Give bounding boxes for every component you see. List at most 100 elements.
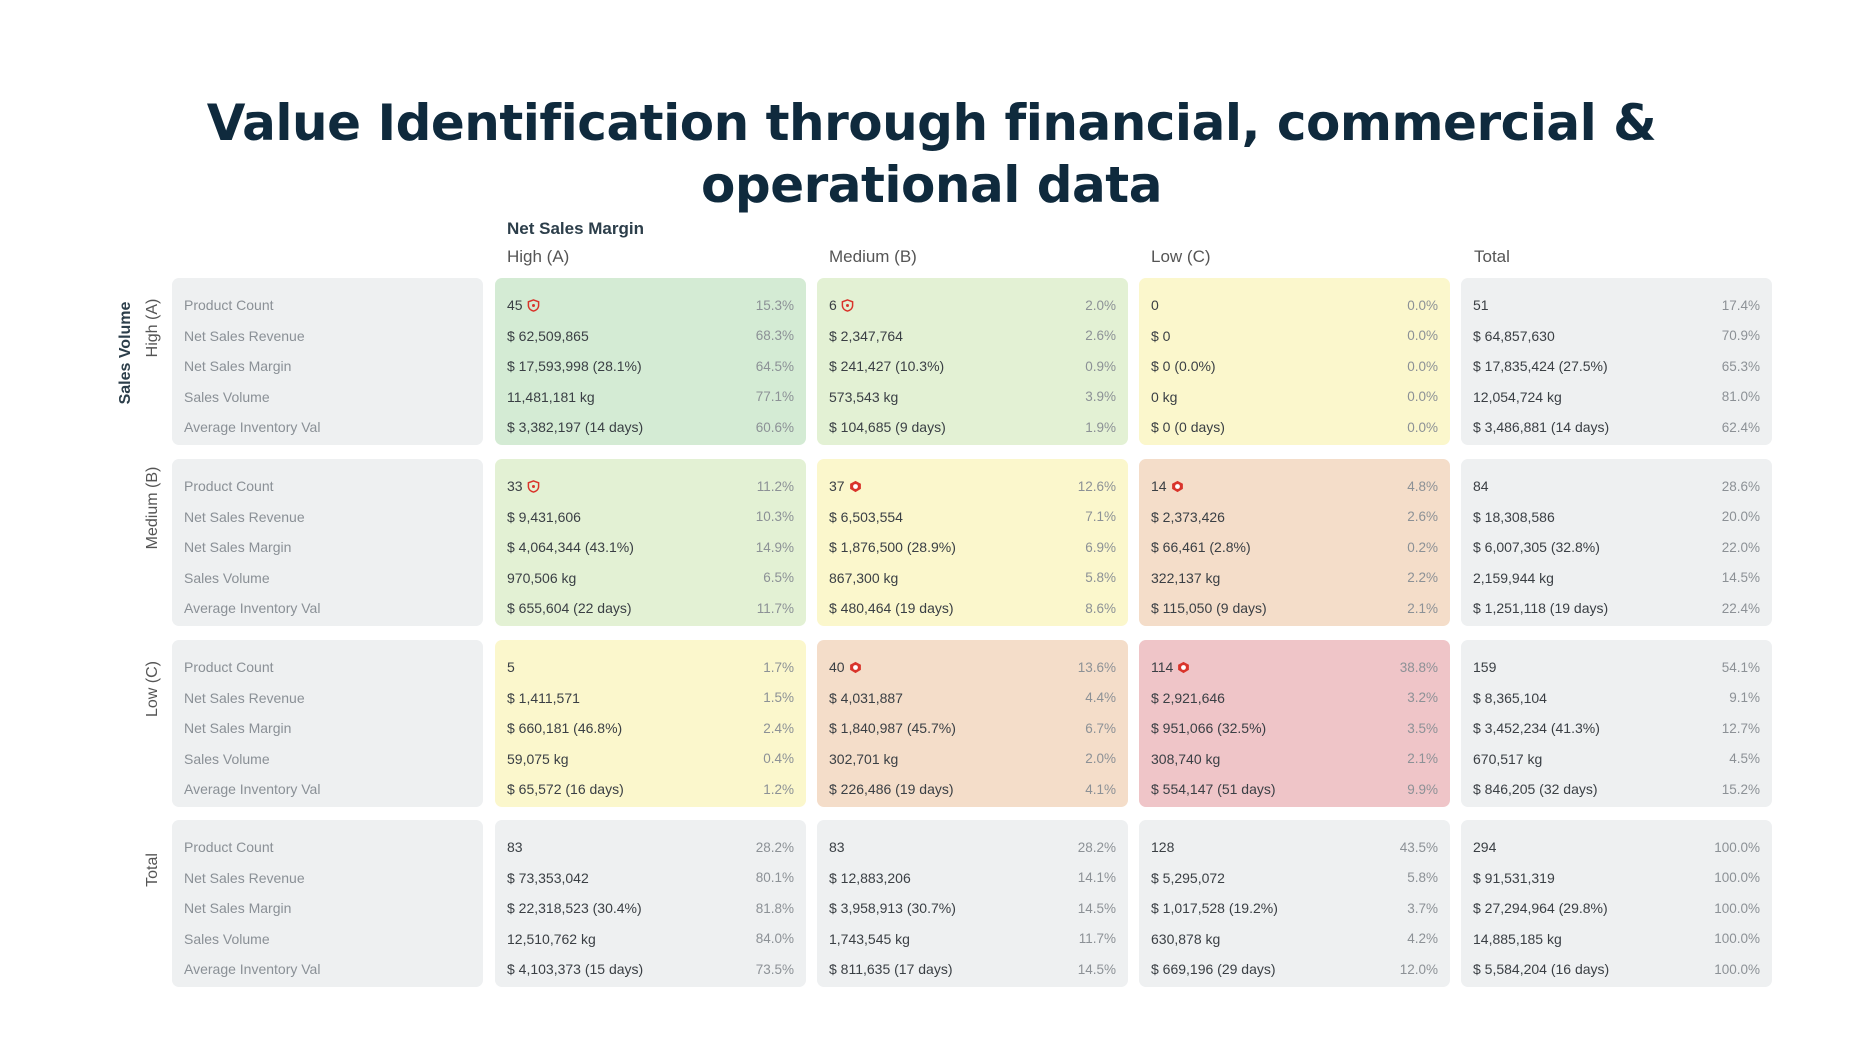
metric-percent: 70.9% (1721, 328, 1760, 344)
cell-high-volume-total-margin: 51 17.4% $ 64,857,630 70.9% $ 17,835,424 (27… (1461, 278, 1772, 445)
metric-percent: 11.2% (756, 478, 794, 494)
metric-value-text: $ 5,295,072 (1151, 869, 1225, 886)
metric-value: 159 (1473, 659, 1496, 675)
metric-percent: 12.7% (1721, 720, 1760, 736)
metric-label-card-total: Product Count Net Sales Revenue Net Sales … (172, 820, 483, 987)
metric-label: Product Count (184, 839, 274, 856)
metric-label: Sales Volume (184, 750, 270, 767)
metric-value: $ 4,064,344 (43.1%) (507, 539, 634, 555)
metric-row: $ 1,840,987 (45.7%) 6.7% (829, 713, 1116, 744)
metric-value-text: 159 (1473, 659, 1497, 676)
metric-value-text: 322,137 kg (1151, 569, 1221, 586)
metric-row: $ 27,294,964 (29.8%) 100.0% (1473, 893, 1760, 924)
metric-value: $ 115,050 (9 days) (1151, 600, 1267, 616)
metric-label-card-high: Product Count Net Sales Revenue Net Sales … (172, 278, 483, 445)
metric-row: 0 kg 0.0% (1151, 382, 1438, 413)
metric-percent: 100.0% (1714, 961, 1760, 977)
metric-row: $ 6,007,305 (32.8%) 22.0% (1473, 532, 1760, 563)
cell-low-volume-total-margin: 159 54.1% $ 8,365,104 9.1% $ 3,452,234 (41.3… (1461, 640, 1772, 807)
metric-row: 867,300 kg 5.8% (829, 563, 1116, 594)
metric-value: $ 12,883,206 (829, 870, 911, 886)
metric-value: $ 669,196 (29 days) (1151, 961, 1276, 977)
metric-value: $ 8,365,104 (1473, 690, 1547, 706)
metric-value: 83 (507, 839, 523, 855)
metric-row: $ 811,635 (17 days) 14.5% (829, 954, 1116, 985)
metric-percent: 1.9% (1085, 419, 1116, 435)
metric-row: $ 951,066 (32.5%) 3.5% (1151, 713, 1438, 744)
metric-percent: 22.4% (1721, 600, 1760, 616)
metric-value-text: 1,743,545 kg (829, 930, 910, 947)
metric-label: Product Count (184, 659, 274, 676)
metric-row: $ 241,427 (10.3%) 0.9% (829, 351, 1116, 382)
metric-row: $ 4,103,373 (15 days) 73.5% (507, 954, 794, 985)
metric-percent: 100.0% (1714, 931, 1760, 947)
metric-row: 14,885,185 kg 100.0% (1473, 924, 1760, 955)
metric-value: 40 (829, 659, 862, 675)
metric-row: $ 1,876,500 (28.9%) 6.9% (829, 532, 1116, 563)
metric-percent: 0.0% (1407, 419, 1438, 435)
metric-value-text: 12,510,762 kg (507, 930, 596, 947)
metric-value-text: $ 0 (1151, 327, 1171, 344)
metric-row: 33 11.2% (507, 471, 794, 502)
metric-label: Net Sales Margin (184, 539, 292, 556)
metric-value-text: $ 4,031,887 (829, 689, 903, 706)
metric-row: $ 62,509,865 68.3% (507, 321, 794, 352)
metric-value: 2,159,944 kg (1473, 570, 1554, 586)
metric-percent: 5.8% (1407, 870, 1438, 886)
metric-row: $ 1,251,118 (19 days) 22.4% (1473, 593, 1760, 624)
metric-percent: 20.0% (1721, 509, 1760, 525)
metric-row: 40 13.6% (829, 652, 1116, 683)
metric-value-text: 630,878 kg (1151, 930, 1221, 947)
metric-value: $ 66,461 (2.8%) (1151, 539, 1251, 555)
metric-value: $ 2,921,646 (1151, 690, 1225, 706)
metric-row: $ 2,347,764 2.6% (829, 321, 1116, 352)
metric-row: $ 9,431,606 10.3% (507, 502, 794, 533)
metric-row: $ 0 0.0% (1151, 321, 1438, 352)
metric-percent: 14.5% (1077, 961, 1116, 977)
metric-value-text: $ 18,308,586 (1473, 508, 1555, 525)
metric-value-text: $ 0 (0.0%) (1151, 358, 1216, 375)
metric-value-text: 83 (829, 839, 845, 856)
metric-percent: 3.5% (1407, 720, 1438, 736)
metric-row: $ 4,031,887 4.4% (829, 683, 1116, 714)
metric-percent: 2.0% (1085, 751, 1116, 767)
alert-icon (849, 661, 862, 674)
metric-value: $ 241,427 (10.3%) (829, 358, 944, 374)
metric-value: 6 (829, 297, 854, 313)
shield-icon (841, 298, 854, 312)
metric-percent: 1.7% (763, 659, 794, 675)
metric-row: 12,510,762 kg 84.0% (507, 924, 794, 955)
metric-value-text: $ 1,017,528 (19.2%) (1151, 900, 1278, 917)
metric-row: 0 0.0% (1151, 290, 1438, 321)
metric-label-card-medium: Product Count Net Sales Revenue Net Sales … (172, 459, 483, 626)
metric-value: $ 811,635 (17 days) (829, 961, 953, 977)
metric-percent: 73.5% (755, 961, 794, 977)
metric-percent: 13.6% (1077, 659, 1116, 675)
metric-label: Sales Volume (184, 569, 270, 586)
metric-value-text: $ 64,857,630 (1473, 327, 1555, 344)
metric-value-text: 11,481,181 kg (507, 388, 595, 405)
metric-value-text: 33 (507, 478, 523, 495)
metric-percent: 3.9% (1085, 389, 1116, 405)
page-title: Value Identification through financial, … (0, 92, 1863, 216)
metric-row: 670,517 kg 4.5% (1473, 744, 1760, 775)
metric-value-text: $ 480,464 (19 days) (829, 600, 954, 617)
metric-label: Net Sales Margin (184, 358, 292, 375)
metric-percent: 6.9% (1085, 539, 1116, 555)
metric-row: $ 0 (0 days) 0.0% (1151, 412, 1438, 443)
metric-value: 294 (1473, 839, 1496, 855)
metric-percent: 81.8% (755, 900, 794, 916)
metric-value: $ 0 (0 days) (1151, 419, 1225, 435)
metric-value: $ 6,503,554 (829, 509, 903, 525)
metric-percent: 4.2% (1407, 931, 1438, 947)
metric-label: Net Sales Revenue (184, 869, 305, 886)
metric-value: $ 3,958,913 (30.7%) (829, 900, 956, 916)
metric-value-text: $ 3,958,913 (30.7%) (829, 900, 956, 917)
metric-percent: 15.3% (755, 297, 794, 313)
metric-percent: 14.9% (755, 539, 794, 555)
metric-row: 83 28.2% (507, 832, 794, 863)
metric-percent: 28.6% (1721, 478, 1760, 494)
metric-percent: 4.5% (1729, 751, 1760, 767)
metric-percent: 12.6% (1077, 478, 1116, 494)
metric-row: 159 54.1% (1473, 652, 1760, 683)
